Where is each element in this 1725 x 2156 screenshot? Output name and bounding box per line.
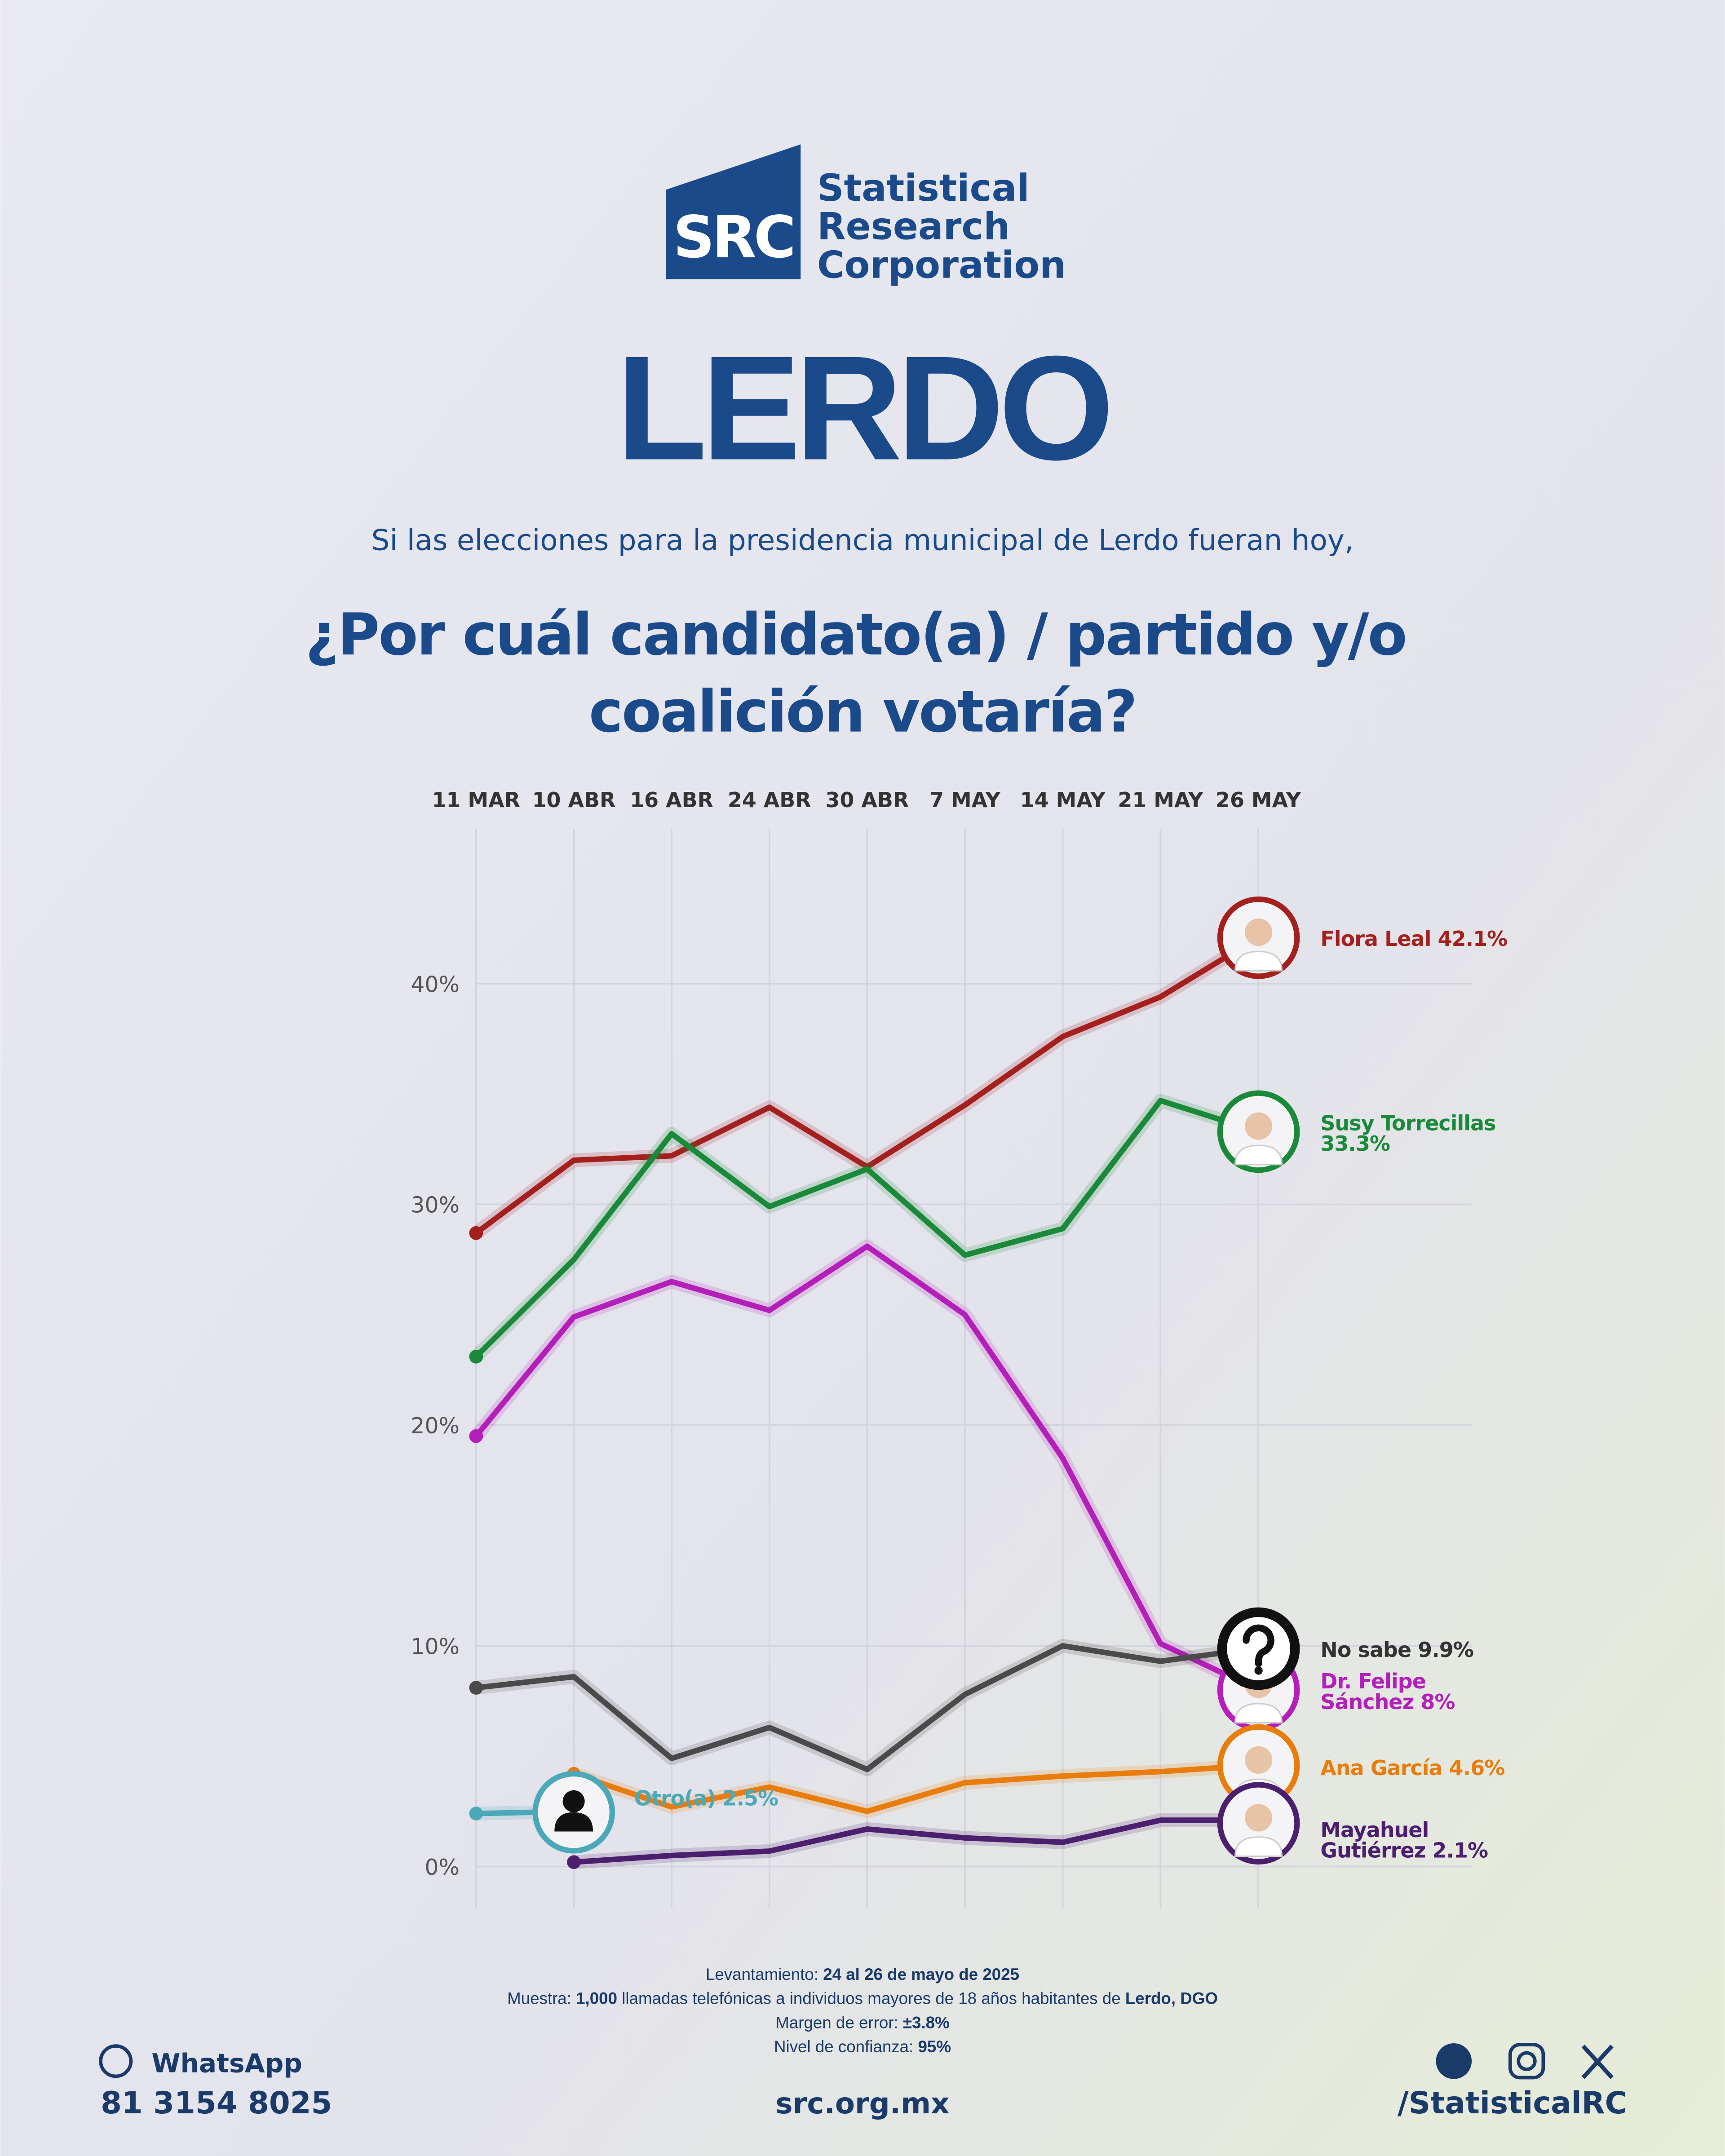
instagram-icon [1517, 2051, 1537, 2071]
series-label: Mayahuel [1320, 1818, 1429, 1842]
method-note: Muestra: 1,000 llamadas telefónicas a in… [507, 1989, 1218, 2008]
note-part: Margen de error: [775, 2013, 903, 2032]
series-label: Otro(a) 2.5% [634, 1786, 778, 1810]
instagram-icon [1508, 2043, 1545, 2080]
logo-mark [666, 144, 801, 279]
whatsapp-icon [99, 2044, 133, 2078]
method-note: Nivel de confianza: 95% [774, 2037, 951, 2056]
question: ¿Por cuál candidato(a) / partido y/o [305, 601, 1406, 668]
x-tick-label: 7 MAY [929, 788, 1001, 812]
note-part: 24 al 26 de mayo de 2025 [823, 1965, 1019, 1984]
social-handle: /StatisticalRC [1398, 2085, 1627, 2121]
note-part: llamadas telefónicas a individuos mayore… [617, 1989, 1125, 2008]
series-label: Dr. Felipe [1320, 1669, 1426, 1693]
facebook-icon [1436, 2043, 1472, 2079]
y-tick-label: 30% [411, 1193, 460, 1218]
series-label: Ana García 4.6% [1320, 1756, 1504, 1780]
portrait-body [1234, 950, 1283, 972]
x-tick-label: 14 MAY [1020, 788, 1106, 812]
portrait-face [1245, 1746, 1273, 1774]
portrait-face [1245, 918, 1273, 946]
x-tick-label: 16 ABR [630, 788, 713, 812]
question-dot [1254, 1666, 1263, 1675]
x-tick-label: 26 MAY [1216, 788, 1301, 812]
note-part: ±3.8% [903, 2013, 950, 2032]
question-icon [1243, 1624, 1274, 1667]
y-tick-label: 0% [425, 1855, 460, 1880]
subtitle: Si las elecciones para la presidencia mu… [372, 523, 1354, 557]
series-label: Sánchez 8% [1320, 1690, 1455, 1714]
note-part: 1,000 [576, 1989, 617, 2008]
portrait-face [1245, 1804, 1273, 1832]
y-tick-label: 40% [411, 972, 460, 997]
whatsapp-label: WhatsApp [151, 2048, 302, 2078]
question: coalición votaría? [589, 679, 1136, 746]
series-line [571, 1817, 1261, 1865]
logo-word: Research [817, 205, 1010, 248]
x-tick-label: 30 ABR [826, 788, 909, 812]
x-tick-label: 24 ABR [728, 788, 811, 812]
start-dot [469, 1681, 483, 1695]
series-label: 33.3% [1320, 1131, 1390, 1156]
footer: WhatsApp 81 3154 8025 src.org.mx /Statis… [99, 1965, 1627, 2121]
series-label: Susy Torrecillas [1320, 1111, 1495, 1135]
method-note: Levantamiento: 24 al 26 de mayo de 2025 [706, 1965, 1019, 1984]
note-part: Muestra: [507, 1989, 576, 2008]
start-dot [469, 1350, 483, 1364]
portrait-body [1234, 1703, 1283, 1724]
start-dot [469, 1226, 483, 1240]
note-part: 95% [918, 2037, 951, 2056]
logo-text: SRC [673, 204, 793, 271]
website: src.org.mx [775, 2087, 949, 2121]
note-part: Levantamiento: [706, 1965, 823, 1984]
note-part: Nivel de confianza: [774, 2037, 918, 2056]
method-note: Margen de error: ±3.8% [775, 2013, 950, 2032]
phone: 81 3154 8025 [101, 2085, 332, 2121]
plot: 11 MAR 10 ABR 16 ABR 24 ABR 30 ABR 7 MAY 14 MA… [411, 788, 1508, 1909]
x-icon [1581, 2045, 1614, 2079]
x-tick-label: 10 ABR [532, 788, 616, 812]
series-line [571, 1762, 1261, 1814]
series-line [473, 1098, 1261, 1360]
y-tick-label: 20% [411, 1413, 460, 1439]
series-label: Gutiérrez 2.1% [1320, 1838, 1488, 1863]
start-dot [469, 1429, 483, 1443]
person-body [554, 1812, 593, 1832]
start-dot [469, 1807, 483, 1820]
series-line [473, 1643, 1261, 1772]
x-tick-label: 11 MAR [432, 788, 520, 812]
series-line [473, 1243, 1261, 1693]
logo-word: Statistical [817, 167, 1030, 210]
note-part: Lerdo, DGO [1125, 1989, 1218, 2008]
y-tick-label: 10% [411, 1634, 460, 1660]
series-label: No sabe 9.9% [1320, 1638, 1473, 1662]
portrait-body [1234, 1836, 1283, 1857]
logo-word: Corporation [817, 243, 1066, 287]
portrait-body [1234, 1144, 1283, 1166]
avatar-ring [1227, 1617, 1291, 1680]
start-dot [567, 1855, 581, 1869]
chart-title: LERDO [616, 325, 1110, 491]
series-label: Flora Leal 42.1% [1320, 927, 1507, 951]
person-head [562, 1790, 585, 1812]
portrait-face [1245, 1112, 1273, 1140]
x-tick-label: 21 MAY [1118, 788, 1203, 812]
